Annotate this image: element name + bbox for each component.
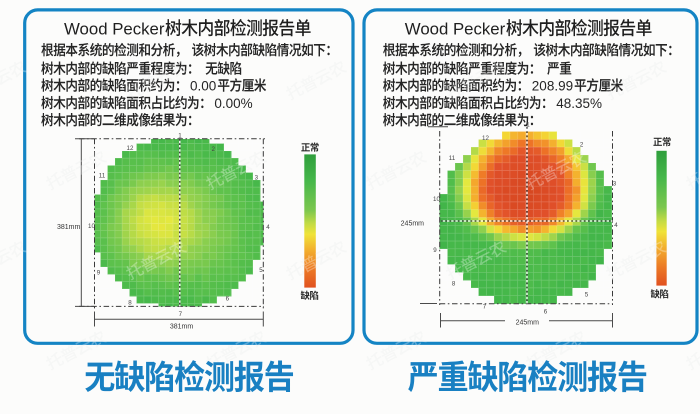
svg-text:10: 10 <box>88 223 95 230</box>
svg-text:245mm: 245mm <box>516 319 540 326</box>
svg-text:8: 8 <box>452 281 456 288</box>
svg-text:245mm: 245mm <box>401 221 425 228</box>
svg-text:10: 10 <box>433 196 440 203</box>
svg-text:9: 9 <box>433 247 437 254</box>
svg-text:381mm: 381mm <box>57 224 81 231</box>
svg-text:208.99: 208.99 <box>532 79 573 94</box>
svg-text:48.35%: 48.35% <box>556 96 602 111</box>
svg-text:12: 12 <box>127 145 134 152</box>
svg-text:3: 3 <box>613 181 617 188</box>
svg-text:0.00: 0.00 <box>190 79 216 94</box>
svg-text:1: 1 <box>178 132 182 139</box>
svg-text:5: 5 <box>585 291 589 298</box>
svg-text:4: 4 <box>614 222 618 229</box>
svg-text:1: 1 <box>526 121 530 128</box>
svg-text:7: 7 <box>179 311 183 318</box>
svg-text:Wood Pecker: Wood Pecker <box>405 20 506 39</box>
svg-text:11: 11 <box>99 173 106 180</box>
svg-text:5: 5 <box>259 267 263 274</box>
svg-text:Wood Pecker: Wood Pecker <box>64 20 165 39</box>
svg-text:7: 7 <box>483 304 487 311</box>
svg-text:3: 3 <box>255 175 259 182</box>
svg-text:2: 2 <box>211 146 215 153</box>
svg-text:12: 12 <box>482 135 489 142</box>
svg-text:11: 11 <box>449 155 456 162</box>
svg-text:381mm: 381mm <box>170 323 194 330</box>
svg-text:2: 2 <box>580 142 584 149</box>
svg-text:9: 9 <box>97 270 101 277</box>
svg-text:4: 4 <box>266 224 270 231</box>
svg-text:6: 6 <box>544 309 548 316</box>
svg-text:6: 6 <box>226 296 230 303</box>
svg-text:0.00%: 0.00% <box>214 96 252 111</box>
svg-text:8: 8 <box>128 299 132 306</box>
